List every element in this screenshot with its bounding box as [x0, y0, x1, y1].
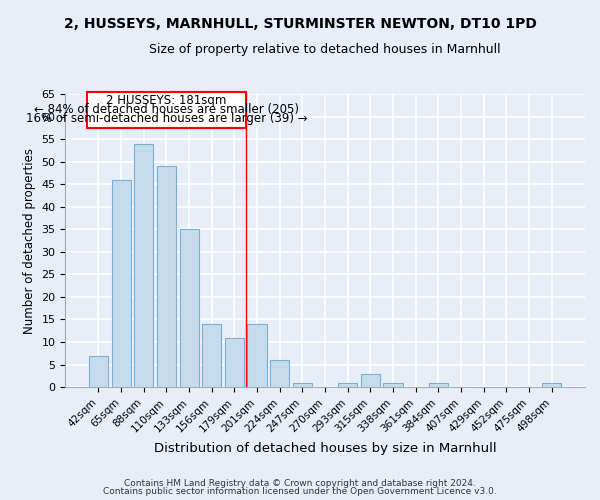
Text: 2 HUSSEYS: 181sqm: 2 HUSSEYS: 181sqm [106, 94, 227, 106]
Bar [247, 324, 267, 387]
Text: 2, HUSSEYS, MARNHULL, STURMINSTER NEWTON, DT10 1PD: 2, HUSSEYS, MARNHULL, STURMINSTER NEWTON… [64, 18, 536, 32]
Title: Size of property relative to detached houses in Marnhull: Size of property relative to detached ho… [149, 42, 501, 56]
Bar [542, 382, 562, 387]
Bar [361, 374, 380, 387]
Y-axis label: Number of detached properties: Number of detached properties [23, 148, 36, 334]
Bar [383, 382, 403, 387]
Text: Contains public sector information licensed under the Open Government Licence v3: Contains public sector information licen… [103, 487, 497, 496]
FancyBboxPatch shape [87, 92, 246, 128]
Bar [293, 382, 312, 387]
Bar [89, 356, 108, 387]
Bar [225, 338, 244, 387]
Bar [112, 180, 131, 387]
Bar [179, 230, 199, 387]
Text: 16% of semi-detached houses are larger (39) →: 16% of semi-detached houses are larger (… [26, 112, 307, 126]
Bar [202, 324, 221, 387]
Bar [338, 382, 358, 387]
Text: ← 84% of detached houses are smaller (205): ← 84% of detached houses are smaller (20… [34, 103, 299, 116]
Text: Contains HM Land Registry data © Crown copyright and database right 2024.: Contains HM Land Registry data © Crown c… [124, 478, 476, 488]
Bar [270, 360, 289, 387]
Bar [157, 166, 176, 387]
X-axis label: Distribution of detached houses by size in Marnhull: Distribution of detached houses by size … [154, 442, 496, 455]
Bar [429, 382, 448, 387]
Bar [134, 144, 154, 387]
